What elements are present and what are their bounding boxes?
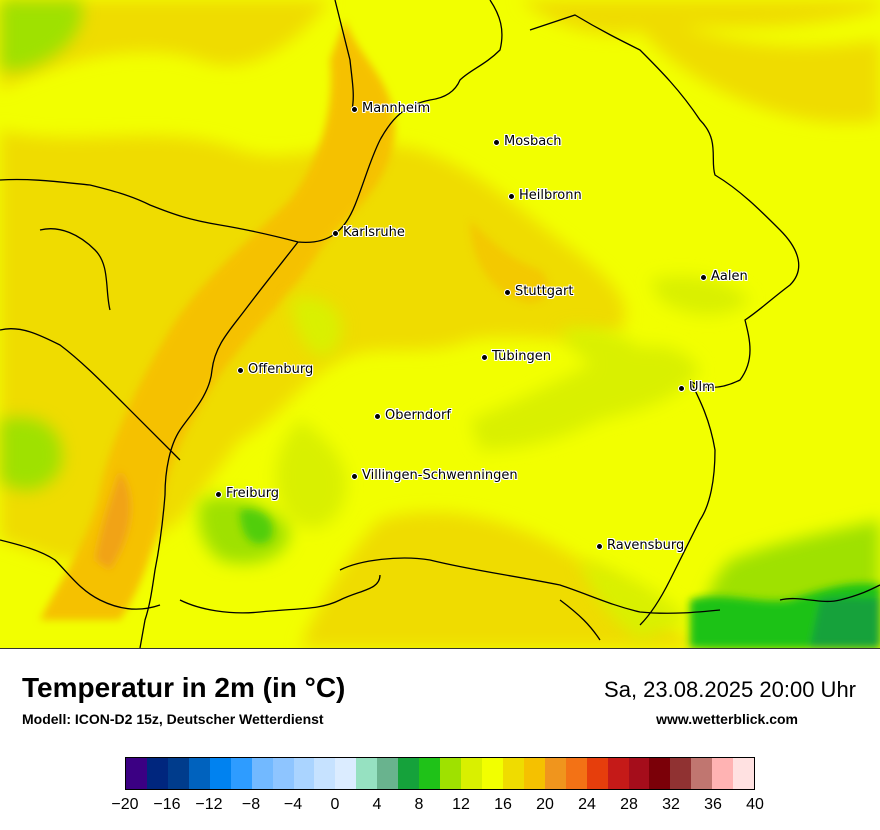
city-label: Villingen-Schwenningen — [362, 468, 518, 483]
color-scale-segment — [377, 758, 399, 789]
city-label: Stuttgart — [515, 284, 574, 299]
color-scale-tick-label: −20 — [111, 796, 139, 813]
color-scale-segment — [440, 758, 461, 789]
color-scale-segment — [691, 758, 713, 789]
city-dot-icon — [374, 412, 381, 420]
city-label: Freiburg — [226, 486, 280, 501]
color-scale-tick-label: 20 — [536, 796, 554, 813]
color-scale-segment — [251, 758, 273, 789]
color-scale-segment — [544, 758, 566, 789]
color-scale-tick-label: 12 — [452, 796, 470, 813]
color-scale-segment — [733, 758, 755, 789]
forecast-datetime: Sa, 23.08.2025 20:00 Uhr — [604, 677, 856, 702]
model-info: Modell: ICON-D2 15z, Deutscher Wetterdie… — [22, 711, 324, 727]
city-label: Ulm — [689, 380, 715, 395]
color-scale-segment — [461, 758, 482, 789]
temperature-field — [0, 0, 880, 648]
map-title: Temperatur in 2m (in °C) — [22, 672, 346, 703]
city-dot-icon — [700, 273, 707, 281]
city-label: Offenburg — [248, 362, 314, 377]
color-scale-segment — [126, 758, 147, 789]
color-scale-segment — [209, 758, 231, 789]
color-scale-tick-label: 8 — [414, 796, 424, 813]
city-dot-icon — [237, 366, 244, 374]
city-label: Mosbach — [504, 134, 562, 149]
color-scale-tick-label: 28 — [620, 796, 638, 813]
city-dot-icon — [351, 105, 358, 113]
color-scale-tick-label: −16 — [153, 796, 181, 813]
color-scale-segment — [314, 758, 336, 789]
color-scale-tick-label: 4 — [372, 796, 382, 813]
city-label: Aalen — [711, 269, 748, 284]
color-scale-segment — [712, 758, 734, 789]
color-scale-tick-label: 40 — [746, 796, 764, 813]
color-scale-segment — [565, 758, 587, 789]
city-dot-icon — [596, 542, 603, 550]
city-label: Karlsruhe — [343, 225, 405, 240]
color-scale-tick-label: 24 — [578, 796, 596, 813]
color-scale-tick-label: 0 — [330, 796, 340, 813]
city-dot-icon — [481, 353, 488, 361]
color-scale-tick-label: 36 — [704, 796, 722, 813]
city-label: Oberndorf — [385, 408, 451, 423]
color-scale-segment — [230, 758, 252, 789]
color-scale-ticks: −20 −16 −12 −8 −4 0 4 8 12 16 20 24 28 32 36 40 — [0, 796, 880, 816]
city-dot-icon — [678, 384, 685, 392]
color-scale-segment — [356, 758, 378, 789]
color-scale-segment — [293, 758, 315, 789]
color-scale-segment — [502, 758, 524, 789]
color-scale-segment — [146, 758, 168, 789]
state-borders — [0, 0, 880, 648]
city-dot-icon — [332, 229, 339, 237]
color-scale-segment — [335, 758, 357, 789]
city-label: Mannheim — [362, 101, 431, 116]
color-scale-segment — [419, 758, 441, 789]
color-scale-segment — [607, 758, 629, 789]
color-scale-bar — [125, 757, 755, 790]
color-scale-segment — [670, 758, 692, 789]
color-scale-segment — [628, 758, 650, 789]
color-scale-segment — [481, 758, 503, 789]
color-scale-segment — [649, 758, 671, 789]
color-scale-segment — [523, 758, 545, 789]
city-dot-icon — [493, 138, 500, 146]
website-link[interactable]: www.wetterblick.com — [656, 711, 798, 727]
color-scale-segment — [188, 758, 210, 789]
city-dot-icon — [215, 490, 222, 498]
temperature-map: Mannheim Mosbach Heilbronn Karlsruhe Aal… — [0, 0, 880, 649]
color-scale-segment — [398, 758, 420, 789]
color-scale-segment — [586, 758, 608, 789]
city-label: Ravensburg — [607, 538, 685, 553]
color-scale-tick-label: −8 — [241, 796, 261, 813]
color-scale-segment — [272, 758, 294, 789]
color-scale-tick-label: 32 — [662, 796, 680, 813]
color-scale-tick-label: −12 — [195, 796, 223, 813]
city-dot-icon — [508, 192, 515, 200]
city-label: Tübingen — [492, 349, 551, 364]
color-scale-tick-label: 16 — [494, 796, 512, 813]
city-label: Heilbronn — [519, 188, 582, 203]
city-dot-icon — [351, 472, 358, 480]
color-scale-tick-label: −4 — [283, 796, 303, 813]
color-scale-segment — [167, 758, 189, 789]
city-dot-icon — [504, 288, 511, 296]
